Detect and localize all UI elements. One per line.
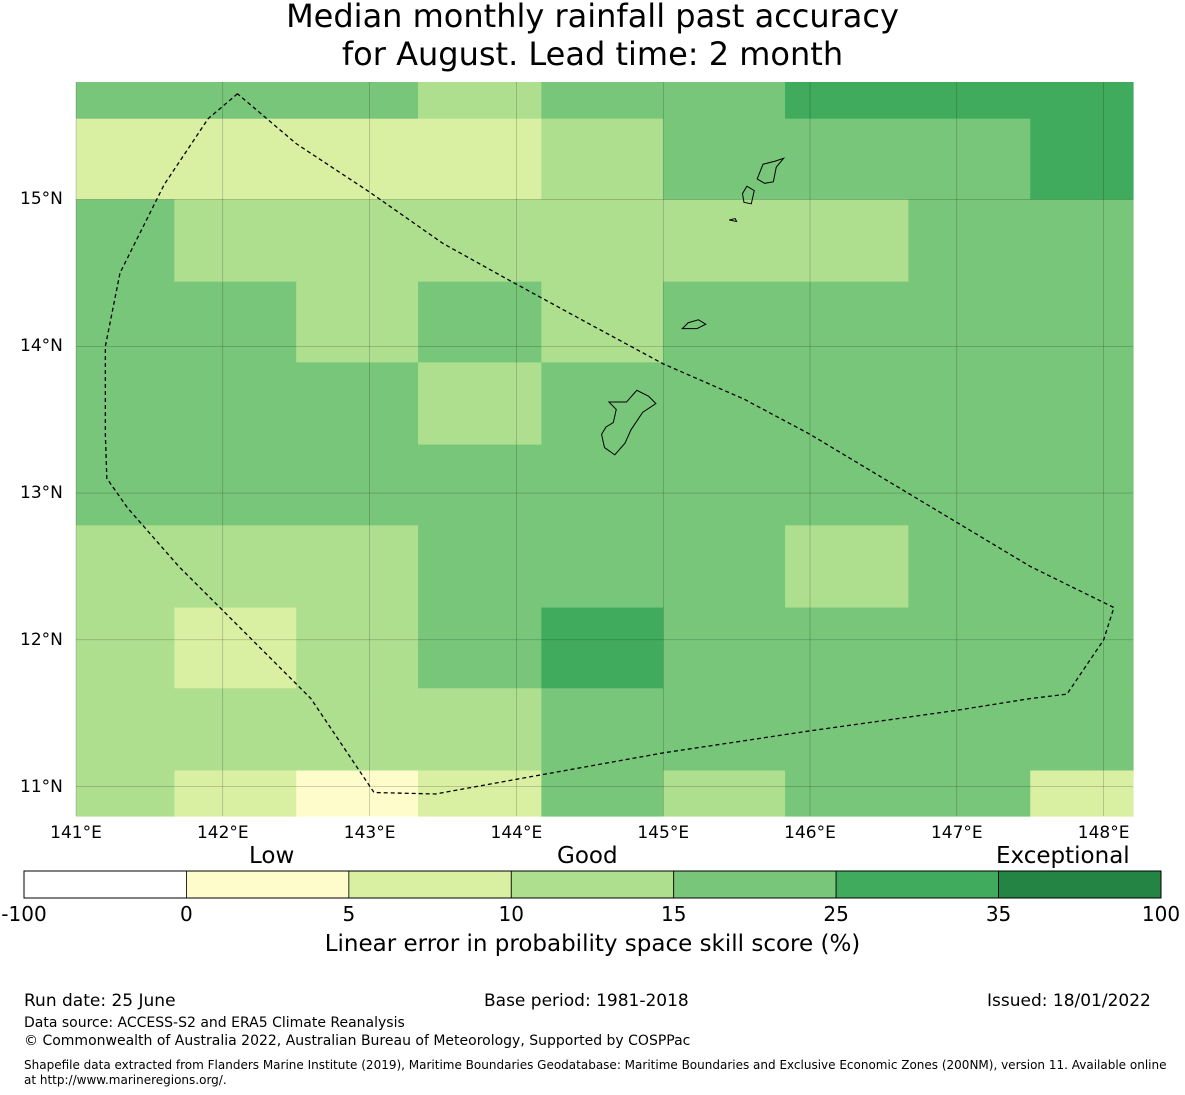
skill-cell (541, 118, 664, 201)
skill-cell (418, 770, 542, 817)
colorbar-tick-label: 10 (498, 902, 525, 926)
island-outline (601, 389, 657, 456)
skill-cell (76, 362, 419, 446)
longitude-label: 146°E (784, 823, 836, 843)
longitude-label: 141°E (50, 823, 102, 843)
colorbar-segment (23, 870, 187, 899)
colorbar-segment (186, 870, 350, 899)
skill-cell (541, 607, 664, 689)
colorbar-segment (348, 870, 512, 899)
skill-cell (785, 525, 909, 609)
colorbar-segment (673, 870, 837, 899)
skill-cell (418, 607, 542, 689)
skill-cell (541, 82, 786, 120)
skill-cell (785, 770, 1031, 817)
skill-cell (418, 525, 786, 609)
colorbar-tick-label: 15 (660, 902, 687, 926)
skill-cell (785, 82, 1134, 120)
skill-cell (174, 770, 297, 817)
island-outline (729, 217, 738, 223)
colorbar-segment (998, 870, 1162, 899)
eez-boundary (104, 93, 1115, 795)
skill-cell (418, 281, 542, 363)
skill-cell (541, 688, 1134, 772)
skill-cell (76, 199, 175, 283)
skill-cell (296, 281, 419, 363)
colorbar-segment (835, 870, 999, 899)
run-date: Run date: 25 June (24, 991, 176, 1011)
skill-cell (76, 281, 297, 363)
skill-cell (1030, 770, 1134, 817)
skill-cell (908, 199, 1134, 283)
longitude-label: 144°E (490, 823, 543, 843)
longitude-label: 142°E (196, 823, 249, 843)
colorbar-segment (510, 870, 675, 899)
latitude-label: 15°N (20, 189, 63, 210)
skill-cell (76, 688, 542, 772)
latitude-label: 12°N (20, 629, 63, 650)
skill-cell (76, 118, 542, 201)
latitude-label: 13°N (20, 483, 63, 504)
longitude-label: 147°E (930, 823, 983, 843)
colorbar-frame (23, 870, 1162, 899)
skill-cell (174, 607, 297, 689)
colorbar-title: Linear error in probability space skill … (324, 931, 861, 957)
skill-cell (76, 82, 419, 120)
colorbar-tick-label: 5 (342, 902, 356, 926)
skill-cell (663, 607, 1134, 689)
legend-category-exceptional: Exceptional (996, 843, 1130, 869)
skill-cell (76, 444, 1134, 526)
skill-cell (663, 118, 1031, 201)
chart-title-line1: Median monthly rainfall past accuracy (286, 0, 899, 35)
colorbar-tick-label: 100 (1141, 902, 1181, 926)
shapefile-credit: Shapefile data extracted from Flanders M… (24, 1058, 1167, 1087)
skill-cell (418, 362, 542, 446)
latitude-label: 11°N (20, 776, 63, 797)
skill-cell (76, 770, 175, 817)
longitude-label: 145°E (637, 823, 690, 843)
skill-cell (174, 199, 909, 283)
issued-date: Issued: 18/01/2022 (987, 991, 1151, 1011)
skill-cell (296, 607, 419, 689)
base-period: Base period: 1981-2018 (484, 991, 689, 1011)
colorbar-tick-label: -100 (1, 902, 47, 926)
skill-cell (541, 362, 1134, 446)
longitude-label: 143°E (343, 823, 396, 843)
latitude-label: 14°N (20, 336, 63, 357)
colorbar-tick-label: 35 (985, 902, 1012, 926)
skill-cell (663, 770, 786, 817)
skill-cell (76, 607, 175, 689)
skill-cell (663, 281, 1134, 363)
skill-cell (541, 281, 664, 363)
legend-category-low: Low (249, 843, 295, 869)
colorbar-tick-label: 0 (180, 902, 193, 926)
longitude-label: 148°E (1077, 823, 1130, 843)
legend-category-good: Good (557, 843, 618, 869)
copyright: © Commonwealth of Australia 2022, Austra… (24, 1033, 691, 1049)
island-outline (741, 185, 755, 205)
skill-cell (418, 82, 542, 120)
skill-cell (1030, 118, 1134, 201)
skill-cell (76, 525, 419, 609)
chart-title-line2: for August. Lead time: 2 month (341, 35, 844, 73)
colorbar-tick-label: 25 (823, 902, 849, 926)
data-source: Data source: ACCESS-S2 and ERA5 Climate … (24, 1015, 405, 1031)
skill-cell (908, 525, 1134, 609)
island-outline (756, 157, 786, 184)
island-outline (681, 319, 707, 330)
skill-cell (541, 770, 664, 817)
